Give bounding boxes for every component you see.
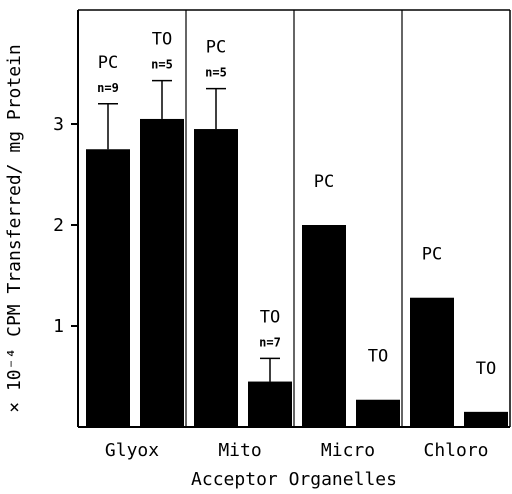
x-axis-title: Acceptor Organelles (191, 469, 397, 490)
series-label-pc: PC (422, 245, 442, 265)
bar-pc-glyox (86, 149, 130, 427)
bar-pc-chloro (410, 297, 454, 427)
series-label-pc: PC (314, 172, 334, 192)
axes-group: 1 2 3 Glyox Mito Micro Chloro (53, 114, 488, 461)
bar-to-chloro (464, 411, 508, 427)
y-tick-label: 3 (53, 114, 64, 135)
series-label-to: TO (260, 307, 280, 327)
y-axis-title: × 10⁻⁴ CPM Transferred/ mg Protein (4, 44, 25, 412)
x-tick-label: Chloro (423, 440, 488, 461)
bar-to-mito (248, 381, 292, 427)
series-label-to: TO (152, 30, 172, 50)
bar-to-glyox (140, 118, 184, 427)
n-label: n=5 (151, 58, 173, 72)
series-label-to: TO (368, 347, 388, 367)
series-label-to: TO (476, 359, 496, 379)
n-label: n=7 (259, 335, 281, 349)
bar-pc-mito (194, 129, 238, 428)
x-tick-label: Glyox (105, 440, 159, 461)
series-label-pc: PC (206, 38, 226, 58)
x-tick-label: Micro (321, 440, 375, 461)
n-label: n=9 (97, 81, 119, 95)
y-tick-label: 2 (53, 215, 64, 236)
bars-group (86, 79, 508, 428)
bar-pc-micro (302, 225, 346, 427)
y-tick-label: 1 (53, 316, 64, 337)
series-label-pc: PC (98, 53, 118, 73)
bar-labels-group: n=9 PC n=5 PC PC PC n=5 TO n=7 TO TO TO (97, 30, 496, 379)
n-label: n=5 (205, 66, 227, 80)
x-tick-label: Mito (218, 440, 261, 461)
bar-to-micro (356, 399, 400, 427)
